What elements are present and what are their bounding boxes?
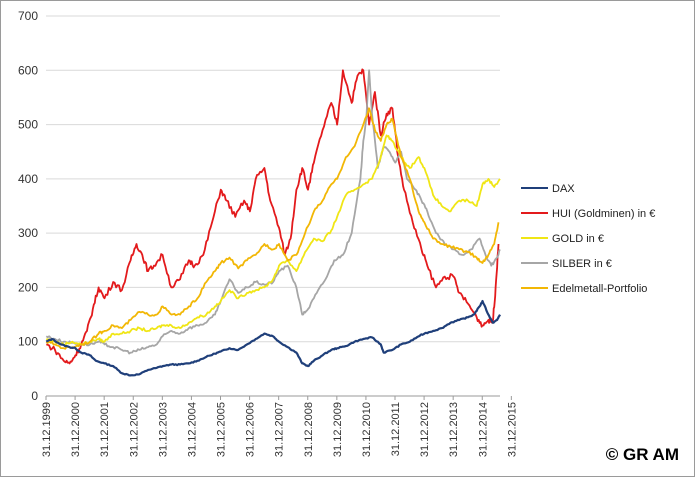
copyright-label: © GR AM [605, 445, 679, 464]
x-tick-label: 31.12.2010 [361, 402, 373, 457]
x-tick-label: 31.12.2009 [332, 402, 344, 457]
y-axis-tick-labels: 0 100 200 300 400 500 600 700 [18, 9, 38, 403]
series-line-4 [45, 107, 500, 350]
x-tick-label: 31.12.2005 [216, 402, 228, 457]
y-tick-label: 500 [18, 118, 38, 132]
y-tick-label: 400 [18, 172, 38, 186]
y-tick-label: 200 [18, 280, 38, 294]
legend-entry: GOLD in € [552, 233, 604, 245]
legend: DAX HUI (Goldminen) in € GOLD in € SILBER i… [521, 183, 655, 295]
y-tick-label: 600 [18, 63, 38, 77]
x-tick-label: 31.12.2006 [245, 402, 257, 457]
x-tick-label: 31.12.1999 [41, 402, 53, 457]
legend-entry: DAX [552, 183, 575, 195]
series-line-0 [45, 299, 501, 377]
series-line-2 [45, 134, 501, 347]
series-line-3 [45, 69, 501, 355]
x-tick-label: 31.12.2015 [506, 402, 518, 457]
x-tick-label: 31.12.2012 [419, 402, 431, 457]
series-line-1 [46, 68, 500, 365]
x-tick-label: 31.12.2004 [186, 402, 198, 457]
x-tick-label: 31.12.2001 [99, 402, 111, 457]
x-tick-label: 31.12.2007 [274, 402, 286, 457]
legend-entry: HUI (Goldminen) in € [552, 208, 655, 220]
series-lines [45, 68, 501, 377]
x-axis-tick-labels: 31.12.1999 31.12.2000 31.12.2001 31.12.2002… [41, 396, 518, 457]
y-tick-label: 0 [31, 389, 38, 403]
y-tick-label: 100 [18, 335, 38, 349]
x-tick-label: 31.12.2002 [128, 402, 140, 457]
legend-entry: Edelmetall-Portfolio [552, 283, 647, 295]
y-tick-label: 700 [18, 9, 38, 23]
x-tick-label: 31.12.2000 [70, 402, 82, 457]
x-tick-label: 31.12.2003 [157, 402, 169, 457]
x-tick-label: 31.12.2013 [448, 402, 460, 457]
x-tick-label: 31.12.2014 [477, 402, 489, 457]
x-tick-label: 31.12.2008 [303, 402, 315, 457]
y-tick-label: 300 [18, 226, 38, 240]
legend-entry: SILBER in € [552, 258, 612, 270]
x-tick-label: 31.12.2011 [390, 402, 402, 456]
